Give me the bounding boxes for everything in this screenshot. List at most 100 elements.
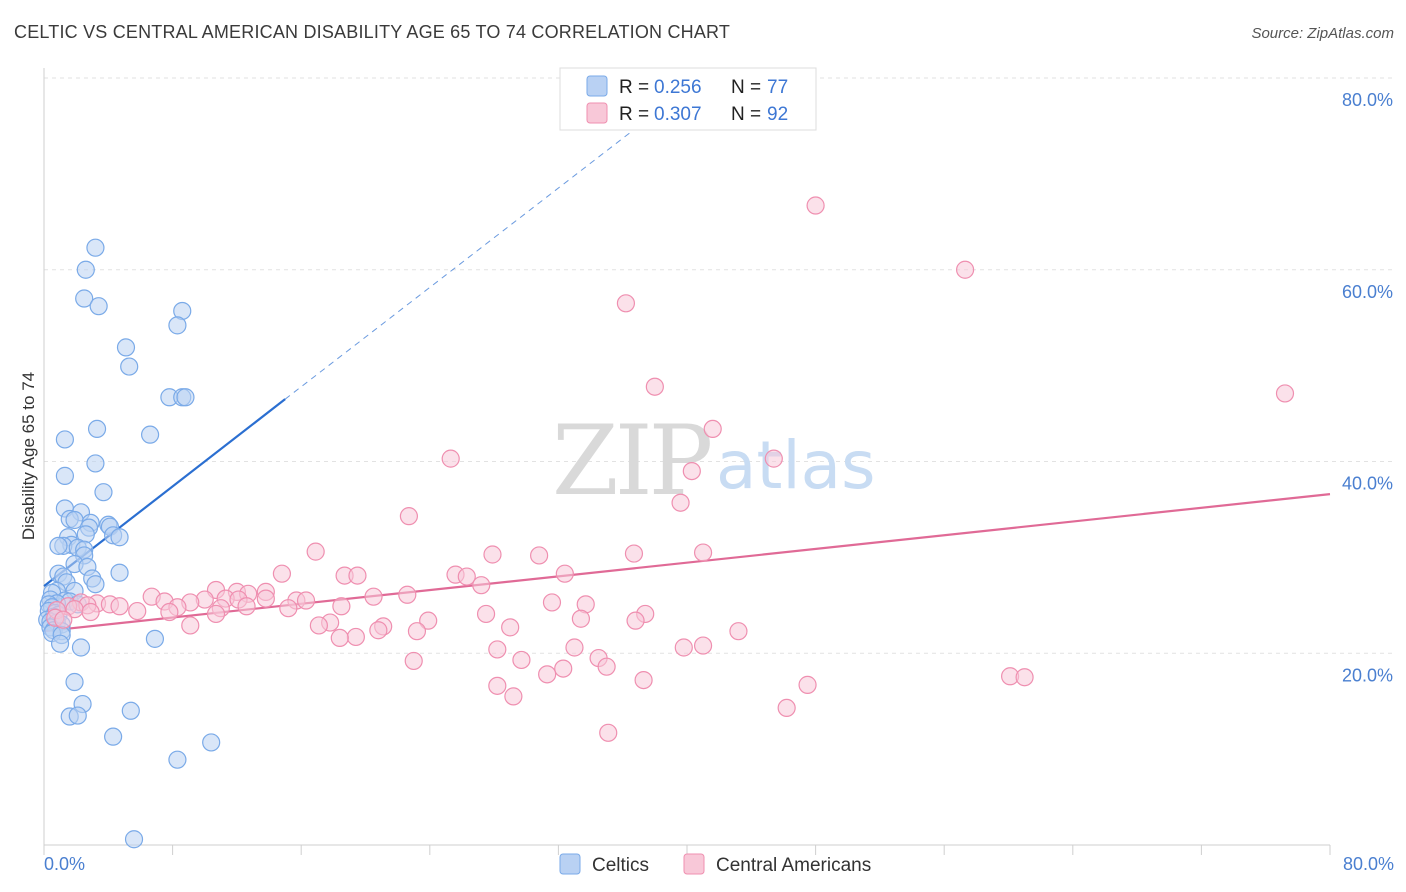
central-americans-point	[309, 616, 328, 635]
x-tick-label-max: 80.0%	[1343, 854, 1394, 874]
central-americans-point	[441, 449, 460, 468]
celtics-point	[86, 454, 105, 473]
y-tick-labels: 20.0% 40.0% 60.0% 80.0%	[1342, 90, 1393, 685]
central-americans-point	[110, 597, 129, 616]
y-tick-label-80: 80.0%	[1342, 90, 1393, 110]
legend-r-value-1: 0.256	[654, 77, 702, 98]
y-tick-label-20: 20.0%	[1342, 665, 1393, 685]
central-americans-point	[332, 597, 351, 616]
central-americans-point	[616, 294, 636, 313]
central-americans-point	[693, 543, 713, 562]
data-points	[38, 196, 1295, 849]
watermark-atlas: atlas	[716, 427, 876, 504]
central-americans-point	[955, 260, 975, 279]
central-americans-point	[571, 609, 591, 628]
central-americans-point	[512, 650, 531, 670]
central-americans-point	[555, 564, 574, 583]
central-americans-point	[256, 589, 275, 608]
central-americans-point	[472, 576, 491, 595]
central-americans-point	[272, 564, 292, 583]
central-americans-point	[645, 377, 664, 396]
central-americans-point	[599, 723, 618, 742]
central-americans-point	[346, 627, 365, 647]
central-americans-point	[369, 621, 388, 640]
celtics-point	[75, 289, 94, 308]
central-americans-point	[1015, 668, 1034, 687]
central-americans-point	[488, 676, 507, 695]
celtics-point	[176, 388, 195, 407]
central-americans-point	[457, 567, 476, 586]
central-americans-point	[404, 651, 423, 671]
celtics-point	[68, 706, 87, 725]
central-americans-point	[54, 610, 73, 629]
celtics-point	[110, 563, 129, 582]
celtics-point	[124, 830, 144, 849]
central-americans-point	[81, 602, 100, 622]
celtics-point	[87, 419, 107, 439]
legend-n-label-2: N =	[731, 104, 761, 125]
celtics-point	[145, 629, 165, 648]
celtics-point	[168, 316, 187, 335]
celtics-point	[110, 528, 129, 547]
chart-title: CELTIC VS CENTRAL AMERICAN DISABILITY AG…	[14, 22, 730, 42]
central-americans-point	[798, 675, 817, 694]
celtics-point	[120, 357, 139, 376]
central-americans-point	[538, 665, 557, 684]
central-americans-point	[206, 604, 226, 624]
central-americans-point	[364, 587, 383, 606]
y-tick-label-40: 40.0%	[1342, 474, 1393, 494]
central-americans-point	[626, 611, 645, 630]
stats-legend: R = 0.256 N = 77 R = 0.307 N = 92	[559, 67, 817, 131]
legend-n-label-1: N =	[731, 77, 761, 98]
central-americans-point	[806, 196, 825, 215]
central-americans-point	[419, 611, 438, 630]
celtics-point	[49, 536, 68, 555]
central-americans-point	[624, 544, 644, 563]
central-americans-point	[306, 542, 325, 561]
central-americans-point	[504, 687, 523, 706]
central-americans-point	[330, 628, 349, 648]
central-americans-trend-line	[43, 493, 1331, 633]
celtics-point	[94, 483, 113, 502]
central-americans-point	[128, 601, 147, 621]
gridlines	[44, 77, 1394, 654]
celtics-point	[140, 425, 160, 444]
x-tick-label-min: 0.0%	[44, 854, 85, 874]
legend-swatch-celtics	[586, 75, 608, 97]
central-americans-point	[476, 604, 496, 624]
legend-r-label-2: R =	[619, 104, 649, 125]
central-americans-point	[1275, 384, 1295, 403]
central-americans-point	[729, 622, 748, 641]
central-americans-point	[674, 638, 693, 657]
central-americans-point	[488, 640, 507, 659]
celtics-point	[76, 260, 95, 279]
central-americans-point	[777, 698, 796, 717]
central-americans-point	[483, 545, 502, 564]
central-americans-point	[554, 659, 573, 678]
central-americans-point	[160, 602, 179, 622]
celtics-point	[89, 297, 108, 316]
bottom-legend-central-americans: Central Americans	[716, 855, 871, 876]
legend-n-value-2: 92	[767, 104, 788, 125]
trend-lines	[43, 125, 1331, 633]
central-americans-point	[634, 670, 653, 690]
celtics-point	[55, 430, 74, 449]
central-americans-point	[399, 507, 419, 526]
celtics-point	[121, 701, 140, 720]
central-americans-point	[279, 599, 298, 618]
y-tick-label-60: 60.0%	[1342, 282, 1393, 302]
central-americans-point	[542, 593, 562, 612]
central-americans-point	[671, 493, 690, 512]
celtics-point	[65, 672, 84, 692]
central-americans-point	[530, 546, 549, 565]
central-americans-point	[764, 449, 783, 468]
legend-n-value-1: 77	[767, 77, 788, 98]
central-americans-point	[398, 585, 417, 604]
central-americans-point	[407, 622, 427, 641]
central-americans-point	[348, 566, 367, 585]
central-americans-point	[565, 638, 584, 657]
celtics-point	[50, 634, 70, 653]
legend-r-value-2: 0.307	[654, 104, 702, 125]
axes	[43, 68, 1331, 855]
central-americans-point	[296, 591, 316, 610]
